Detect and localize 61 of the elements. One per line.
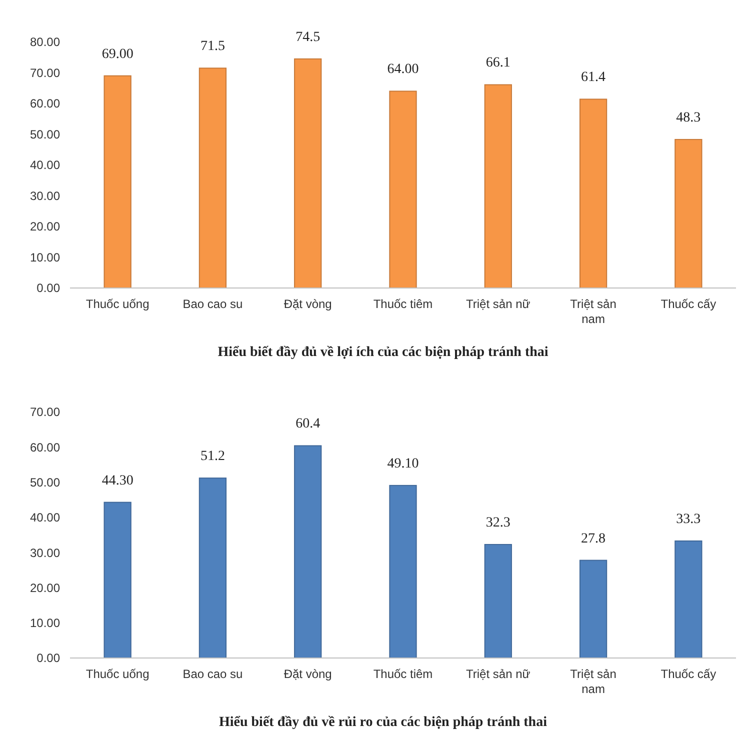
data-label: 74.5	[296, 30, 320, 45]
bar	[389, 90, 417, 288]
y-tick-label: 10.00	[30, 250, 60, 264]
y-tick-label: 20.00	[30, 580, 60, 595]
x-tick-label: Đặt vòng	[284, 297, 332, 311]
data-label: 66.1	[486, 56, 510, 71]
data-label: 32.3	[486, 515, 510, 530]
bar	[389, 484, 417, 658]
x-tick-label: Thuốc uống	[86, 667, 150, 681]
y-tick-label: 10.00	[30, 616, 60, 630]
data-label: 49.10	[387, 456, 419, 472]
x-tick-label: Thuốc tiêm	[373, 297, 433, 311]
x-tick-label: Thuốc cấy	[660, 667, 716, 681]
y-tick-label: 20.00	[30, 220, 60, 234]
y-tick-label: 30.00	[30, 546, 60, 560]
data-label: 33.3	[676, 512, 701, 527]
y-tick-label: 70.00	[30, 66, 60, 80]
data-label: 27.8	[581, 531, 606, 546]
x-tick-label: Thuốc cấy	[660, 297, 716, 311]
y-tick-label: 60.00	[30, 440, 60, 454]
data-label: 61.4	[581, 70, 606, 86]
data-label: 69.00	[102, 46, 134, 62]
bar	[579, 98, 608, 288]
x-tick-label: Thuốc tiêm	[373, 667, 433, 681]
y-tick-label: 80.00	[30, 35, 60, 50]
x-tick-label: Bao cao su	[182, 667, 243, 681]
bar	[674, 540, 702, 658]
data-label: 64.00	[387, 62, 419, 78]
data-label: 71.5	[200, 39, 225, 54]
bar	[579, 560, 608, 658]
data-label: 48.3	[676, 110, 701, 126]
y-tick-label: 70.00	[30, 405, 60, 420]
data-label: 60.4	[296, 416, 320, 432]
bar	[484, 84, 512, 288]
bar	[104, 502, 132, 658]
x-tick-label: Đặt vòng	[284, 667, 332, 681]
y-tick-label: 30.00	[30, 188, 60, 203]
bar	[674, 138, 702, 288]
data-label: 51.2	[200, 449, 225, 464]
text: Hiểu biết đầy đủ về lợi ích của các biện pháp tránh thai	[218, 345, 548, 360]
y-tick-label: 50.00	[30, 475, 60, 490]
x-tick-label: Triệt sản nữ	[466, 297, 530, 311]
y-tick-label: 40.00	[30, 510, 60, 525]
text: Hiểu biết đầy đủ về rủi ro của các biện pháp tránh thai	[218, 715, 548, 730]
bar	[198, 68, 227, 288]
y-tick-label: 40.00	[30, 158, 60, 172]
bar	[484, 544, 512, 658]
x-tick-label: Triệt sản nam	[570, 667, 616, 696]
y-tick-label: 60.00	[30, 96, 60, 111]
bar	[294, 445, 322, 658]
y-tick-label: 50.00	[30, 127, 60, 142]
bar	[198, 478, 227, 658]
x-tick-label: Bao cao su	[182, 297, 243, 311]
x-tick-label: Thuốc uống	[86, 297, 150, 311]
y-tick-label: 0.00	[36, 281, 60, 296]
y-tick-label: 0.00	[36, 651, 60, 666]
x-tick-label: Triệt sản nữ	[466, 667, 530, 681]
bar	[104, 75, 132, 288]
data-label: 44.30	[102, 473, 134, 488]
x-tick-label: Triệt sản nam	[570, 297, 616, 326]
bar	[294, 58, 322, 288]
